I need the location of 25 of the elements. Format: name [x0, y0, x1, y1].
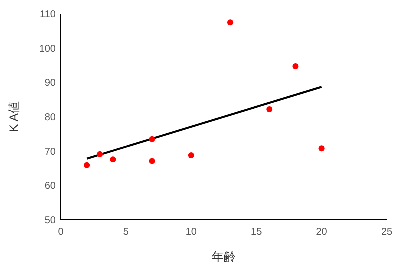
- x-tick-label: 20: [316, 227, 328, 238]
- x-axis-title: 年齢: [212, 250, 236, 264]
- point: [292, 64, 299, 70]
- x-tick-label: 15: [251, 227, 263, 238]
- x-tick-label: 10: [186, 227, 198, 238]
- point: [149, 136, 156, 142]
- point: [228, 20, 234, 26]
- y-axis-title: K A値: [7, 102, 21, 132]
- point: [84, 162, 90, 168]
- y-tick-label: 60: [44, 181, 56, 192]
- y-tick-label: 50: [44, 216, 56, 226]
- x-tick-label: 5: [123, 227, 130, 238]
- y-tick-label: 90: [44, 78, 56, 90]
- point: [149, 158, 156, 164]
- point: [188, 152, 194, 158]
- point: [266, 106, 273, 112]
- y-tick-label: 70: [44, 146, 56, 158]
- y-tick-label: 110: [40, 10, 56, 20]
- point: [318, 146, 325, 152]
- x-tick-label: 25: [381, 227, 393, 238]
- y-tick-label: 80: [44, 112, 56, 124]
- point: [110, 156, 116, 163]
- point: [97, 151, 104, 158]
- x-tick-label: 0: [58, 227, 64, 238]
- y-tick-label: 100: [39, 44, 56, 55]
